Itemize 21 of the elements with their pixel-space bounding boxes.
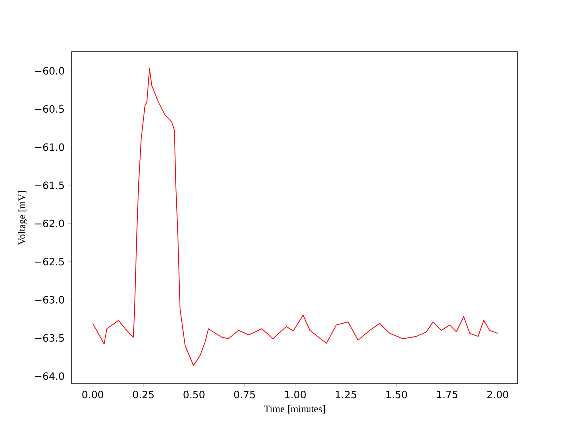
y-tick-label: −60.0 (35, 67, 64, 75)
y-tick-label: −61.0 (35, 144, 64, 152)
y-tick-label: −64.0 (35, 372, 64, 380)
x-tick-label: 0.50 (184, 391, 205, 399)
y-tick-label: −63.0 (35, 296, 64, 304)
x-tick-label: 0.25 (133, 391, 154, 399)
x-tick-label: 0.00 (82, 391, 104, 399)
y-axis-title: Voltage [mV] (18, 191, 28, 246)
y-tick-label: −62.5 (35, 258, 64, 266)
y-tick-label: −63.5 (35, 334, 64, 342)
x-tick-label: 1.00 (285, 391, 306, 399)
y-tick-label: −62.0 (35, 220, 64, 228)
y-tick-label: −60.5 (35, 105, 64, 114)
x-tick-label: 0.75 (234, 391, 256, 399)
x-tick-label: 1.75 (437, 391, 458, 398)
x-tick-label: 1.50 (386, 391, 408, 399)
y-tick-label: −61.5 (35, 182, 64, 190)
x-axis-title: Time [minutes] (264, 405, 326, 414)
line-series (92, 68, 498, 366)
x-tick-label: 1.25 (336, 391, 356, 399)
x-tick-label: 2.00 (488, 391, 508, 399)
